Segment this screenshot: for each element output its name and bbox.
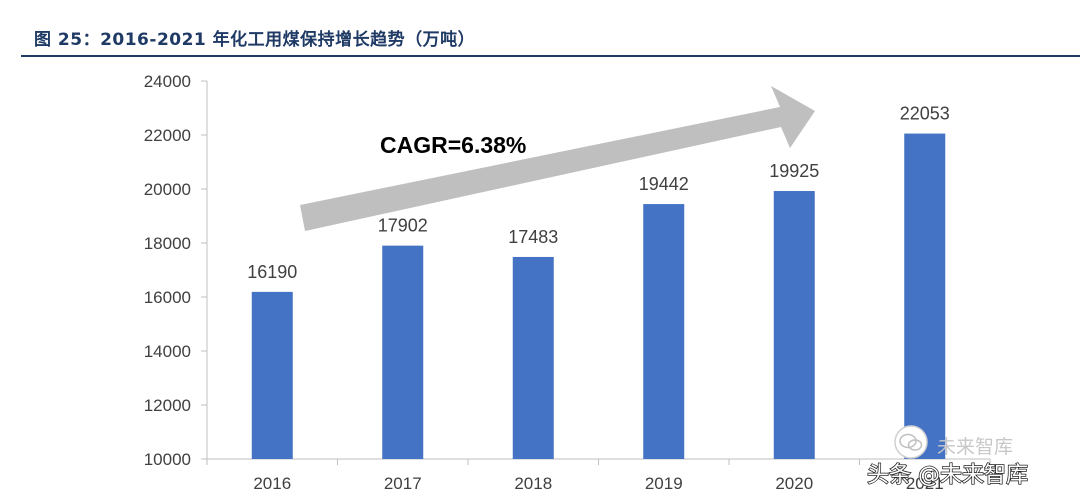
trend-arrow: CAGR=6.38% bbox=[300, 86, 815, 231]
x-tick-label: 2019 bbox=[645, 474, 683, 493]
y-tick-label: 20000 bbox=[144, 180, 191, 199]
watermark: 未来智库 头条 @未来智库 bbox=[866, 425, 1029, 489]
data-label: 16190 bbox=[247, 262, 297, 282]
x-tick-label: 2020 bbox=[775, 474, 813, 493]
data-label: 22053 bbox=[900, 104, 950, 124]
bar bbox=[512, 256, 554, 459]
y-tick-label: 22000 bbox=[144, 126, 191, 145]
bar bbox=[773, 191, 815, 459]
figure-title: 图 25：2016-2021 年化工用煤保持增长趋势（万吨） bbox=[34, 30, 476, 50]
x-tick-label: 2016 bbox=[253, 474, 291, 493]
y-tick-label: 18000 bbox=[144, 234, 191, 253]
bar bbox=[382, 245, 424, 459]
y-tick-label: 24000 bbox=[144, 72, 191, 91]
data-label: 17902 bbox=[378, 216, 428, 236]
cagr-label: CAGR=6.38% bbox=[380, 132, 526, 158]
wechat-icon bbox=[894, 425, 928, 459]
bar bbox=[904, 133, 946, 459]
bars bbox=[251, 133, 946, 459]
x-axis: 2016 2017 2018 2019 2020 2021 bbox=[206, 458, 991, 493]
data-labels: 16190 17902 17483 19442 19925 22053 bbox=[247, 104, 950, 282]
data-label: 17483 bbox=[508, 227, 558, 247]
x-tick-label: 2021 bbox=[906, 474, 944, 493]
watermark-top-text: 未来智库 bbox=[937, 436, 1013, 458]
bar bbox=[251, 291, 293, 459]
data-label: 19442 bbox=[639, 174, 689, 194]
header-rule bbox=[21, 55, 1080, 57]
trend-arrow-shape bbox=[300, 86, 815, 231]
bar bbox=[643, 204, 685, 459]
figure-header: 图 25：2016-2021 年化工用煤保持增长趋势（万吨） bbox=[0, 0, 1080, 57]
y-tick-label: 12000 bbox=[144, 396, 191, 415]
y-tick-label: 14000 bbox=[144, 342, 191, 361]
y-tick-label: 10000 bbox=[144, 450, 191, 469]
watermark-bottom-text: 头条 @未来智库 bbox=[867, 463, 1028, 488]
x-tick-label: 2018 bbox=[514, 474, 552, 493]
y-tick-label: 16000 bbox=[144, 288, 191, 307]
y-axis: 10000 12000 14000 16000 18000 20000 22000 24000 bbox=[144, 72, 208, 469]
x-tick-label: 2017 bbox=[384, 474, 422, 493]
data-label: 19925 bbox=[769, 161, 819, 181]
